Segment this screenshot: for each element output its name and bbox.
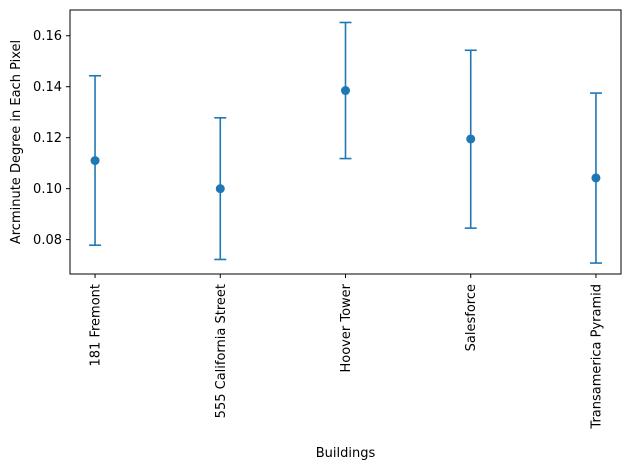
error-bars-layer <box>89 21 602 264</box>
y-axis: 0.08 0.10 0.12 0.14 0.16 <box>33 29 70 248</box>
y-tick-label: 0.12 <box>33 131 62 146</box>
y-tick-label: 0.08 <box>33 233 62 248</box>
data-point <box>90 156 100 166</box>
x-tick-label: 555 California Street <box>214 284 229 418</box>
x-axis-title: Buildings <box>316 446 376 461</box>
points-layer <box>90 86 601 194</box>
y-tick-label: 0.16 <box>33 29 62 44</box>
data-point <box>591 173 601 183</box>
x-tick-label: Salesforce <box>464 284 479 351</box>
y-tick-label: 0.10 <box>33 182 62 197</box>
y-tick-label: 0.14 <box>33 80 62 95</box>
data-point <box>341 86 350 96</box>
x-tick-label: Transamerica Pyramid <box>589 284 604 430</box>
y-axis-title: Arcminute Degree in Each Pixel <box>9 40 24 244</box>
data-point <box>466 134 476 144</box>
x-tick-label: Hoover Tower <box>339 283 354 372</box>
x-tick-label: 181 Fremont <box>89 284 104 367</box>
data-point <box>215 184 225 194</box>
x-axis: 181 Fremont 555 California Street Hoover T… <box>89 274 604 430</box>
